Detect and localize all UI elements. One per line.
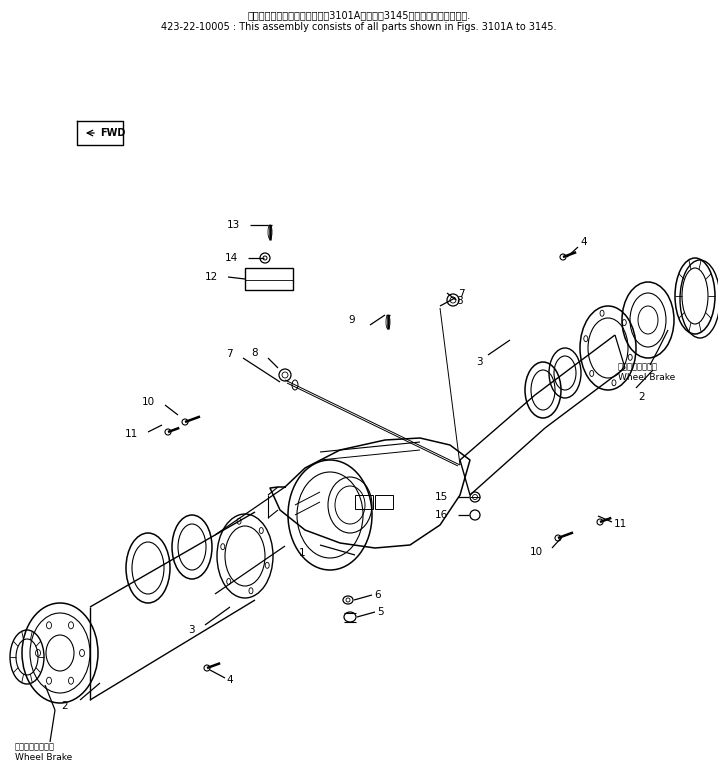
Text: 7: 7	[226, 349, 233, 359]
Text: 13: 13	[227, 220, 240, 230]
Text: 3: 3	[476, 357, 483, 367]
Text: 10: 10	[142, 397, 155, 407]
Text: 8: 8	[456, 296, 462, 306]
Text: 5: 5	[377, 607, 383, 617]
Text: ホイールブレーキ: ホイールブレーキ	[15, 742, 55, 751]
Bar	[245, 268, 293, 290]
Text: 8: 8	[251, 348, 258, 358]
Text: 7: 7	[458, 289, 465, 299]
Text: 1: 1	[299, 548, 305, 558]
Text: 16: 16	[435, 510, 448, 520]
Bar	[375, 495, 393, 509]
Text: 2: 2	[61, 701, 68, 711]
Bar	[355, 495, 373, 509]
Text: 6: 6	[374, 590, 381, 600]
Text: 4: 4	[226, 675, 233, 685]
Text: Wheel Brake: Wheel Brake	[618, 373, 675, 382]
Text: 9: 9	[348, 315, 355, 325]
Text: 4: 4	[580, 237, 587, 247]
Text: 10: 10	[530, 547, 543, 557]
Text: このアセンブリの構成部品は第3101A図から第3145図の部品まで含みます.: このアセンブリの構成部品は第3101A図から第3145図の部品まで含みます.	[248, 10, 470, 20]
Text: 14: 14	[225, 253, 238, 263]
Text: 423-22-10005 : This assembly consists of all parts shown in Figs. 3101A to 3145.: 423-22-10005 : This assembly consists of…	[162, 22, 556, 32]
Text: 15: 15	[435, 492, 448, 502]
Text: 11: 11	[125, 429, 138, 439]
Text: 3: 3	[188, 625, 195, 635]
Text: FWD: FWD	[100, 128, 126, 138]
Text: 12: 12	[205, 272, 218, 282]
Text: Wheel Brake: Wheel Brake	[15, 753, 73, 762]
Text: ホイールブレーキ: ホイールブレーキ	[618, 362, 658, 371]
Text: 2: 2	[638, 392, 645, 402]
Text: 11: 11	[614, 519, 628, 529]
